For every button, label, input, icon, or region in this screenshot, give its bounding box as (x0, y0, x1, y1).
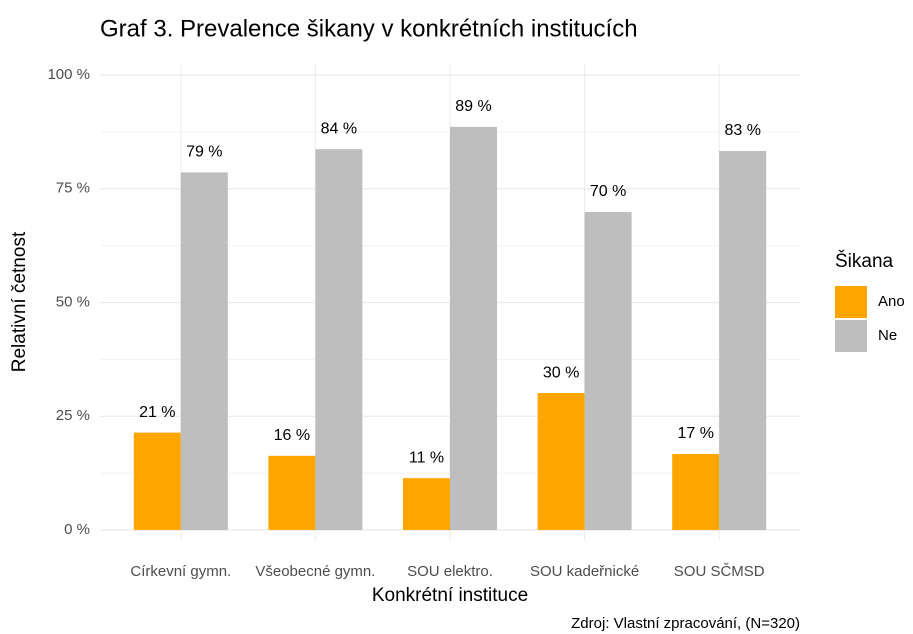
bar (403, 478, 450, 530)
data-label: 21 % (139, 404, 175, 421)
x-tick-label: Církevní gymn. (130, 563, 231, 580)
chart-title: Graf 3. Prevalence šikany v konkrétních … (100, 15, 638, 42)
data-label: 83 % (724, 122, 760, 139)
data-label: 70 % (590, 183, 626, 200)
x-tick-label: SOU elektro. (407, 563, 493, 580)
legend-label: Ano (878, 293, 905, 310)
source-note: Zdroj: Vlastní zpracování, (N=320) (571, 615, 800, 632)
x-axis-title: Konkrétní instituce (372, 585, 528, 606)
y-tick-label: 0 % (64, 521, 90, 538)
legend-label: Ne (878, 327, 897, 344)
legend-title: Šikana (835, 250, 894, 272)
y-axis-title: Relativní četnost (9, 231, 30, 372)
x-tick-label: Všeobecné gymn. (255, 563, 375, 580)
bar (450, 126, 497, 531)
legend-key (835, 320, 867, 352)
data-label: 84 % (321, 120, 357, 137)
legend-key (835, 286, 867, 318)
data-label: 16 % (274, 427, 310, 444)
bar (719, 150, 767, 531)
y-tick-label: 100 % (47, 66, 90, 83)
data-label: 30 % (543, 364, 579, 381)
y-tick-label: 75 % (56, 180, 90, 197)
y-tick-label: 25 % (56, 407, 90, 424)
bar (268, 455, 316, 530)
bar (133, 432, 181, 530)
x-tick-label: SOU SČMSD (674, 563, 765, 580)
data-label: 89 % (455, 98, 491, 115)
bar (180, 172, 228, 530)
data-label: 11 % (409, 449, 444, 466)
bar (315, 149, 363, 531)
x-tick-label: SOU kadeřnické (530, 563, 639, 580)
bar (584, 211, 632, 530)
bar (537, 393, 585, 530)
data-label: 79 % (186, 144, 222, 161)
data-label: 17 % (677, 425, 713, 442)
y-tick-label: 50 % (56, 293, 90, 310)
bar (672, 454, 720, 530)
